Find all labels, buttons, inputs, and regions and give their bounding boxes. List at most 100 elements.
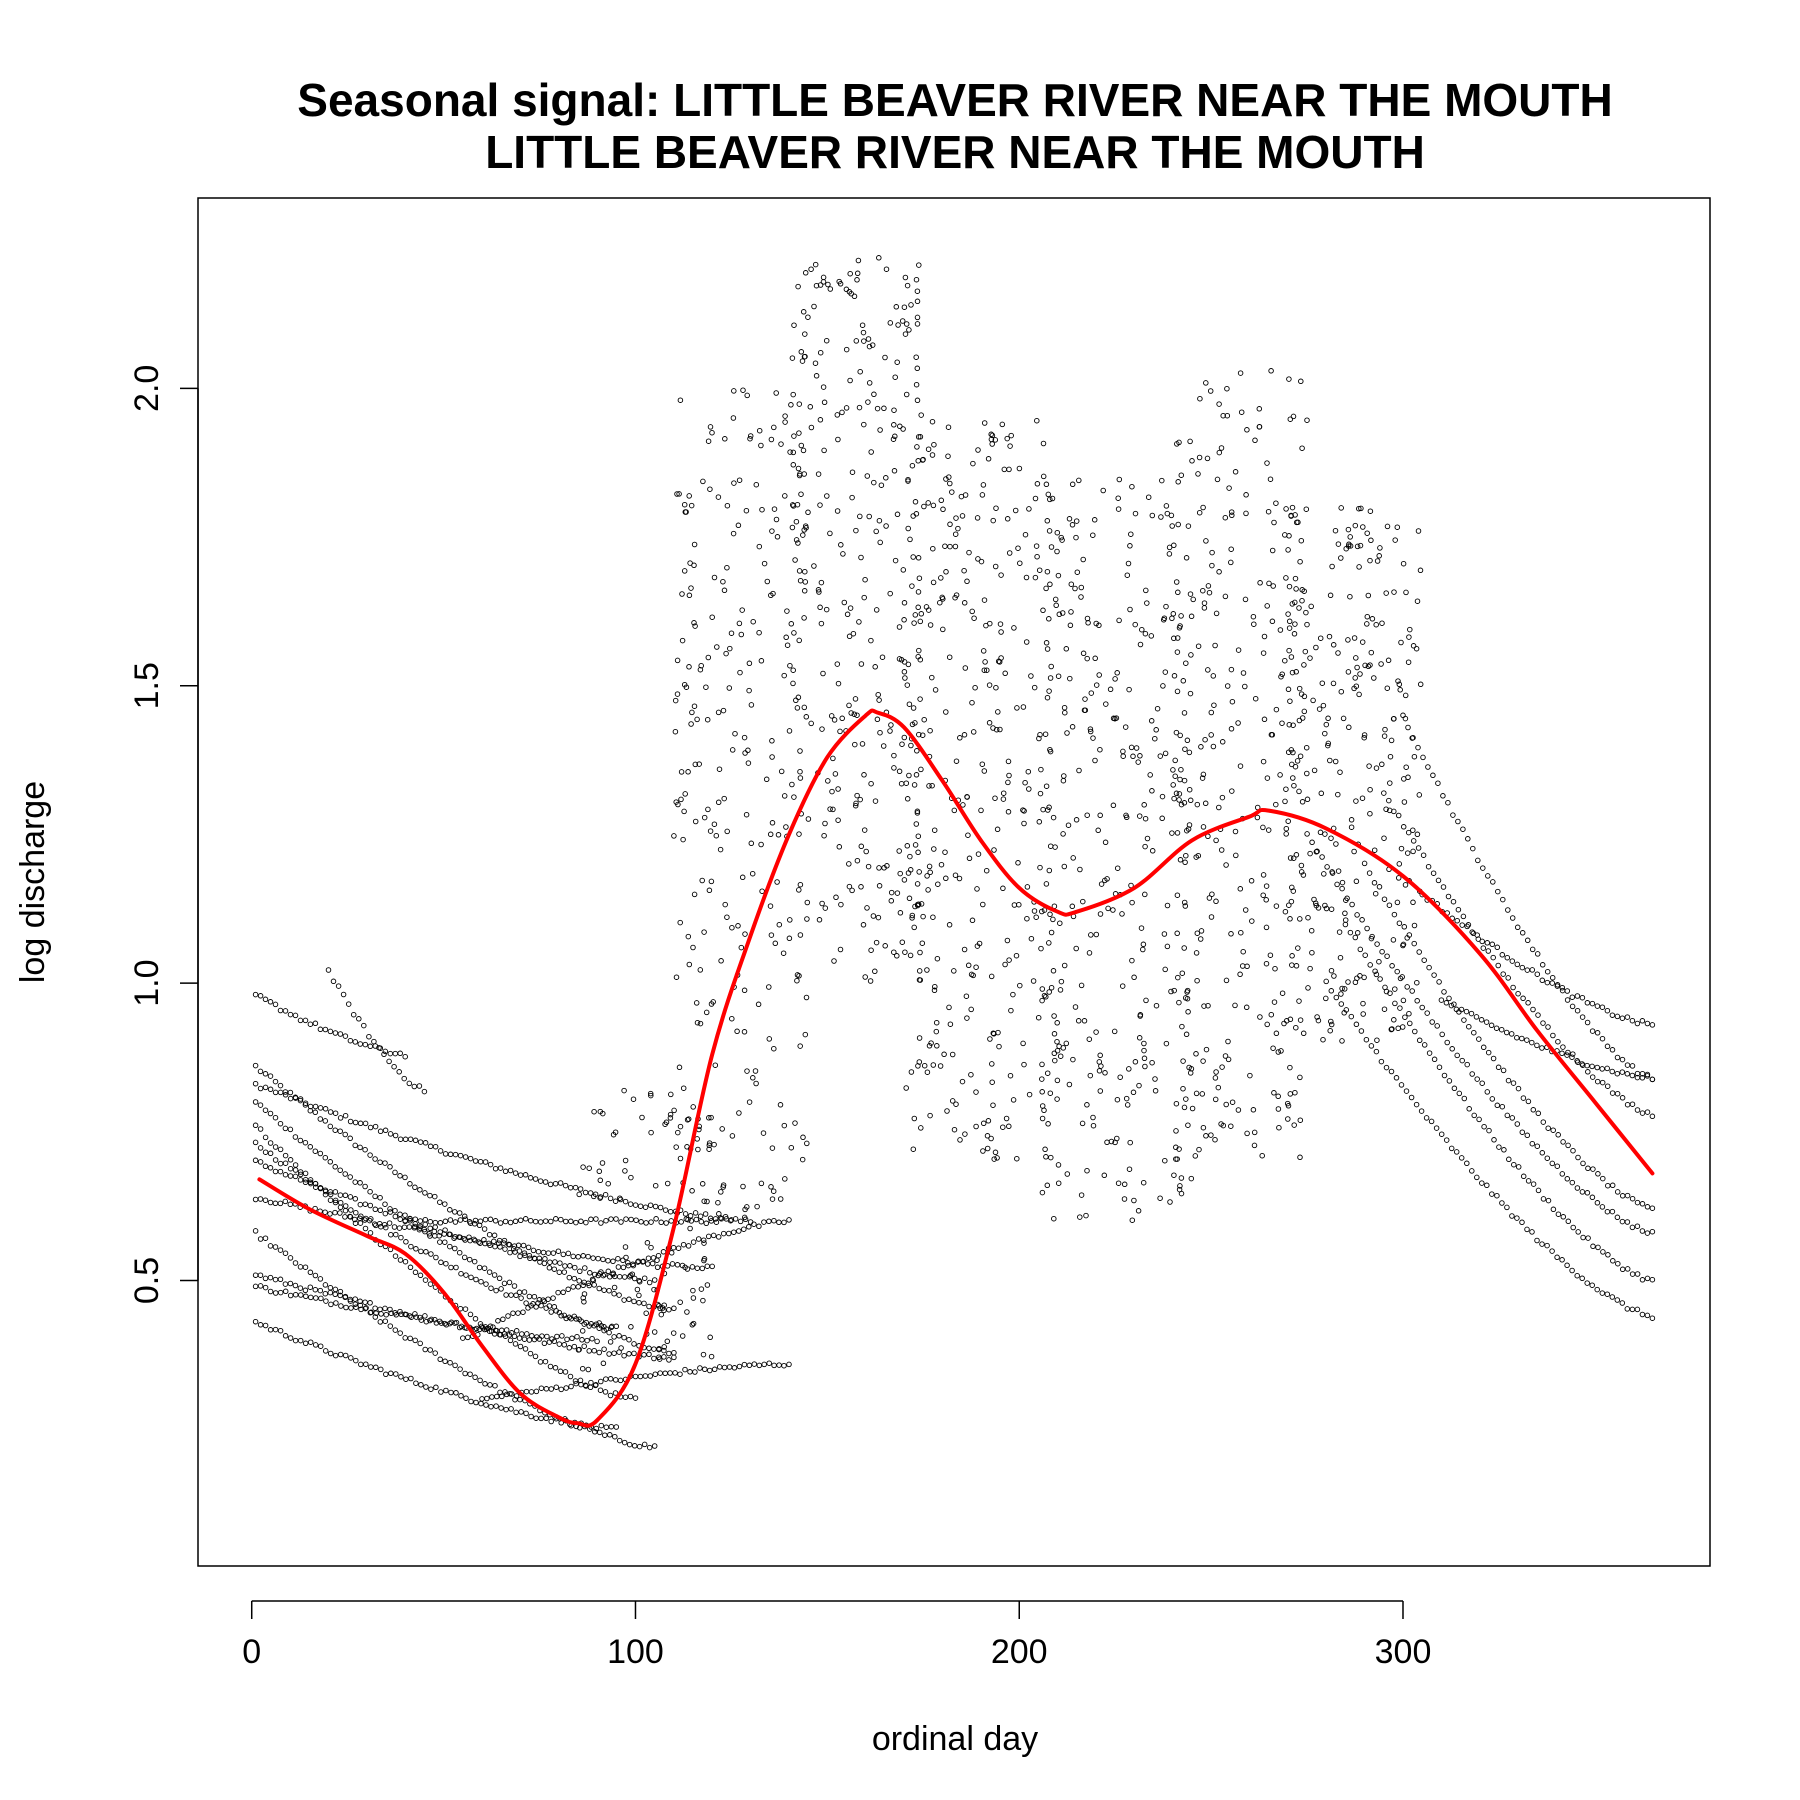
data-point bbox=[327, 1123, 334, 1130]
data-point bbox=[801, 615, 807, 621]
data-point bbox=[1338, 688, 1345, 695]
data-point bbox=[1367, 810, 1373, 817]
data-point bbox=[302, 1287, 309, 1294]
data-point bbox=[681, 501, 688, 508]
data-point bbox=[447, 1207, 453, 1213]
data-point bbox=[1396, 861, 1403, 867]
data-point bbox=[1396, 920, 1403, 926]
data-point bbox=[522, 1216, 529, 1222]
data-point bbox=[257, 1196, 264, 1202]
data-point bbox=[588, 1321, 594, 1327]
data-point bbox=[973, 1089, 979, 1095]
data-point bbox=[1271, 519, 1277, 526]
data-point bbox=[1346, 724, 1352, 731]
data-point bbox=[1555, 1132, 1561, 1138]
data-point bbox=[690, 1320, 697, 1327]
data-point bbox=[491, 1272, 498, 1278]
data-point bbox=[907, 536, 913, 543]
data-point bbox=[943, 709, 949, 715]
data-point bbox=[1609, 1182, 1616, 1189]
data-point bbox=[705, 654, 712, 661]
data-point bbox=[912, 720, 918, 726]
data-point bbox=[638, 1219, 644, 1225]
data-point bbox=[442, 1151, 449, 1157]
data-point bbox=[1381, 790, 1387, 796]
data-point bbox=[1061, 863, 1068, 870]
data-point bbox=[1248, 878, 1255, 884]
data-point bbox=[1263, 960, 1270, 967]
data-point bbox=[1050, 814, 1057, 821]
data-point bbox=[864, 905, 870, 911]
data-point bbox=[367, 1152, 373, 1158]
data-point bbox=[1098, 881, 1105, 887]
data-point bbox=[1629, 1063, 1636, 1069]
data-point bbox=[903, 391, 910, 398]
data-point bbox=[1041, 992, 1048, 999]
data-point bbox=[898, 780, 905, 787]
data-point bbox=[804, 899, 811, 906]
data-point bbox=[1061, 962, 1068, 969]
data-point bbox=[1383, 1064, 1390, 1071]
data-point bbox=[775, 832, 782, 838]
data-point bbox=[929, 782, 935, 789]
data-point bbox=[791, 794, 797, 800]
data-point bbox=[927, 869, 933, 876]
data-point bbox=[866, 343, 873, 350]
data-point bbox=[468, 1274, 474, 1281]
data-point bbox=[1224, 683, 1231, 689]
data-point bbox=[1006, 466, 1012, 473]
data-point bbox=[796, 887, 802, 893]
data-point bbox=[476, 1264, 483, 1271]
data-point bbox=[492, 1243, 498, 1250]
data-point bbox=[1097, 812, 1103, 819]
y-tick-label: 1.5 bbox=[128, 662, 166, 709]
data-point bbox=[1176, 797, 1182, 803]
data-point bbox=[257, 1272, 264, 1278]
data-point bbox=[1468, 1010, 1475, 1017]
data-point bbox=[1175, 521, 1181, 528]
data-point bbox=[924, 1069, 931, 1075]
data-point bbox=[876, 517, 883, 524]
data-point bbox=[1329, 563, 1335, 570]
data-point bbox=[798, 491, 804, 497]
data-point bbox=[478, 1278, 484, 1285]
data-point bbox=[1138, 925, 1145, 931]
data-point bbox=[1579, 1014, 1586, 1020]
data-point bbox=[1392, 537, 1398, 543]
data-point bbox=[1252, 695, 1259, 702]
data-point bbox=[438, 1320, 445, 1326]
data-point bbox=[493, 1287, 499, 1294]
data-point bbox=[679, 591, 685, 597]
data-point bbox=[1232, 828, 1239, 835]
data-point bbox=[924, 967, 930, 973]
data-point bbox=[677, 1123, 684, 1130]
data-point bbox=[328, 1301, 334, 1308]
data-point bbox=[792, 557, 798, 563]
data-point bbox=[761, 560, 768, 567]
data-point bbox=[1046, 688, 1052, 694]
data-point bbox=[1283, 825, 1290, 832]
data-point bbox=[1359, 795, 1366, 801]
data-point bbox=[1201, 1003, 1207, 1009]
data-point bbox=[1414, 831, 1421, 838]
data-point bbox=[1488, 1022, 1495, 1029]
data-point bbox=[974, 886, 980, 892]
data-point bbox=[1065, 822, 1072, 828]
data-point bbox=[472, 1217, 479, 1224]
data-point bbox=[337, 1199, 344, 1206]
data-point bbox=[687, 1369, 693, 1375]
data-point bbox=[817, 604, 823, 611]
data-point bbox=[1066, 1081, 1073, 1088]
data-point bbox=[1047, 675, 1054, 681]
data-point bbox=[910, 705, 917, 711]
data-point bbox=[1244, 963, 1250, 970]
data-point bbox=[1038, 945, 1044, 952]
data-point bbox=[547, 1259, 553, 1265]
data-point bbox=[505, 1241, 512, 1248]
data-point bbox=[252, 1139, 259, 1146]
data-point bbox=[1554, 1254, 1560, 1261]
data-point bbox=[473, 1325, 480, 1332]
data-point bbox=[1020, 1040, 1026, 1047]
data-point bbox=[705, 438, 712, 444]
data-point bbox=[1456, 1090, 1463, 1097]
